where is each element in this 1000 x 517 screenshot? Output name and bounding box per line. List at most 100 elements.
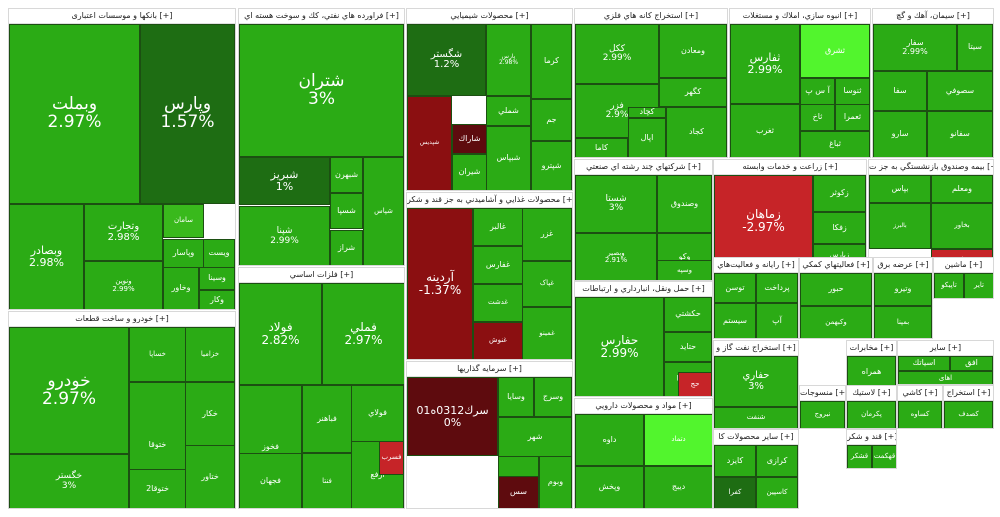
stock-tile[interactable]: وبصادر 2.98%: [9, 204, 84, 309]
stock-tile[interactable]: پرداخت: [756, 273, 798, 303]
stock-tile[interactable]: آردينه -1.37%: [407, 208, 473, 359]
sector-transport[interactable]: حمل ونقل، انبارداري و ارتباطات [+] حفارس 2…: [574, 281, 713, 397]
sector-header[interactable]: بيمه وصندوق بازنشستگي به جز ت [+]: [869, 160, 993, 175]
stock-tile[interactable]: سرك0312ه01 0%: [407, 377, 498, 456]
sector-rubber[interactable]: لاستيك [+] پکرمان: [846, 385, 897, 429]
stock-tile[interactable]: ثباغ: [800, 131, 870, 157]
stock-tile[interactable]: شسپا: [330, 193, 363, 229]
sector-header[interactable]: فراورده هاي نفتي، كك و سوخت هسته اي [+]: [239, 9, 404, 24]
stock-tile[interactable]: ومعلم: [931, 175, 993, 203]
stock-tile[interactable]: غزر: [522, 208, 572, 261]
stock-tile[interactable]: كچاد: [628, 107, 666, 118]
stock-tile[interactable]: بخاور: [931, 203, 993, 249]
stock-tile[interactable]: وسايا: [498, 377, 534, 417]
stock-tile[interactable]: وتيرو: [874, 273, 932, 306]
stock-tile[interactable]: فنتا: [302, 453, 352, 508]
stock-tile[interactable]: تاير: [964, 273, 993, 298]
stock-tile[interactable]: شستا 3%: [575, 175, 657, 233]
stock-tile[interactable]: سفا: [873, 71, 927, 111]
stock-tile[interactable]: جم: [531, 99, 572, 141]
stock-tile[interactable]: شپنا 2.99%: [239, 206, 330, 265]
stock-tile[interactable]: ثنوسا: [835, 78, 870, 105]
sector-oilgas[interactable]: استخراج نفت گاز و [+] حفاري 3% شنفت: [713, 340, 799, 429]
stock-tile[interactable]: حفارس 2.99%: [575, 297, 664, 396]
stock-tile[interactable]: شيران: [452, 154, 487, 190]
stock-tile[interactable]: سفار 2.99%: [873, 24, 957, 71]
stock-tile[interactable]: فولاي: [351, 385, 404, 442]
sector-header[interactable]: محصولات غذايي و آشاميدني به جز قند و شكر…: [407, 193, 572, 208]
stock-tile[interactable]: کساوه: [898, 401, 942, 428]
sector-header[interactable]: بانکها و موسسات اعتباری [+]: [9, 9, 235, 24]
stock-tile[interactable]: قشكر: [847, 445, 872, 468]
sector-header[interactable]: مخابرات [+]: [847, 341, 896, 356]
sector-it[interactable]: رايانه و فعاليت‌هاي [+] توسن پرداخت سيستم آپ: [713, 257, 799, 339]
stock-tile[interactable]: غدشت: [473, 284, 523, 322]
stock-tile[interactable]: شملي: [486, 96, 531, 126]
sector-refinery[interactable]: فراورده هاي نفتي، كك و سوخت هسته اي [+] ش…: [238, 8, 405, 266]
stock-tile[interactable]: كفرا: [714, 477, 756, 508]
stock-tile[interactable]: کایزد: [714, 445, 756, 477]
stock-tile[interactable]: وکبهمن: [800, 306, 872, 338]
sector-header[interactable]: ساير محصولات كا [+]: [714, 430, 798, 445]
stock-tile[interactable]: فولاد 2.82%: [239, 283, 322, 385]
stock-tile[interactable]: آ س پ: [800, 78, 835, 105]
stock-tile[interactable]: شاراك: [452, 124, 487, 154]
stock-tile[interactable]: وپخش: [575, 466, 644, 508]
stock-tile[interactable]: سفانو: [927, 111, 993, 157]
stock-tile[interactable]: شنفت: [714, 407, 798, 428]
stock-tile[interactable]: پارس 2.98%: [486, 24, 531, 96]
stock-tile[interactable]: دتماد: [644, 414, 712, 466]
sector-header[interactable]: استخراج [+]: [944, 386, 993, 401]
stock-tile[interactable]: ديبج: [644, 466, 712, 508]
sector-header[interactable]: فلزات اساسي [+]: [239, 268, 404, 283]
stock-tile[interactable]: شهر: [498, 417, 572, 457]
stock-tile[interactable]: سيتا: [957, 24, 993, 71]
stock-tile[interactable]: وصندوق: [657, 175, 712, 233]
stock-tile[interactable]: شبریز 1%: [239, 157, 330, 205]
stock-tile[interactable]: بمپنا: [874, 306, 932, 338]
stock-tile[interactable]: سارو: [873, 111, 927, 157]
stock-tile[interactable]: نبروج: [800, 401, 845, 428]
sector-food[interactable]: محصولات غذايي و آشاميدني به جز قند و شكر…: [406, 192, 573, 360]
stock-tile[interactable]: وسپه: [657, 260, 712, 280]
sector-header[interactable]: شركتهاي چند رشته اي صنعتي [+]: [575, 160, 712, 175]
stock-tile[interactable]: وبوم: [539, 456, 572, 508]
stock-tile[interactable]: قهكمت: [872, 445, 896, 468]
stock-tile[interactable]: شپترو: [531, 141, 572, 190]
stock-tile[interactable]: فجهان: [239, 453, 302, 508]
stock-tile[interactable]: حبور: [800, 273, 872, 306]
stock-tile[interactable]: غمینو: [522, 307, 572, 359]
stock-tile[interactable]: فباهنر: [302, 385, 352, 453]
stock-tile[interactable]: اهای: [898, 371, 993, 384]
sector-misc[interactable]: ساير [+] اسياتك افق اهای: [897, 340, 994, 385]
sector-header[interactable]: رايانه و فعاليت‌هاي [+]: [714, 258, 798, 273]
stock-tile[interactable]: سصوفي: [927, 71, 993, 111]
sector-header[interactable]: زراعت و خدمات وابسته [+]: [714, 160, 866, 175]
sector-other-products[interactable]: ساير محصولات كا [+] کایزد کرازی كفرا کاسپین: [713, 429, 799, 509]
sector-metals[interactable]: فلزات اساسي [+] فولاد 2.82% فملي 2.97% فخوز فب…: [238, 267, 405, 509]
sector-header[interactable]: سرمايه گذاريها [+]: [407, 362, 572, 377]
stock-tile[interactable]: تاپيكو: [934, 273, 964, 298]
stock-tile[interactable]: سس: [498, 476, 539, 508]
stock-tile[interactable]: ختوقا2: [129, 469, 186, 508]
sector-header[interactable]: استخراج نفت گاز و [+]: [714, 341, 798, 356]
stock-tile[interactable]: غفارس: [473, 246, 523, 284]
stock-tile[interactable]: بپاس: [869, 175, 931, 203]
stock-tile[interactable]: شپديس: [407, 96, 452, 190]
stock-tile[interactable]: اسياتك: [898, 356, 950, 371]
stock-tile[interactable]: وخاور: [163, 267, 199, 309]
stock-tile[interactable]: ومعادن: [659, 24, 727, 78]
sector-header[interactable]: ساير [+]: [898, 341, 993, 356]
stock-tile[interactable]: وتجارت 2.98%: [84, 204, 163, 261]
sector-support[interactable]: فعاليتهاي كمكي [+] حبور وکبهمن: [799, 257, 873, 339]
stock-tile[interactable]: حتايد: [664, 332, 712, 362]
stock-tile[interactable]: شبهرن: [330, 157, 363, 193]
stock-tile[interactable]: خودرو 2.97%: [9, 327, 129, 454]
stock-tile[interactable]: سيستم: [714, 303, 756, 338]
sector-machinery[interactable]: ماشين [+] تاپيكو تاير: [933, 257, 994, 299]
stock-tile[interactable]: زکوثر: [813, 175, 866, 212]
sector-header[interactable]: كاشي [+]: [898, 386, 942, 401]
sector-header[interactable]: منسوجات [+]: [800, 386, 845, 401]
sector-header[interactable]: عرضه برق [+]: [874, 258, 932, 273]
stock-tile[interactable]: کرازی: [756, 445, 798, 477]
